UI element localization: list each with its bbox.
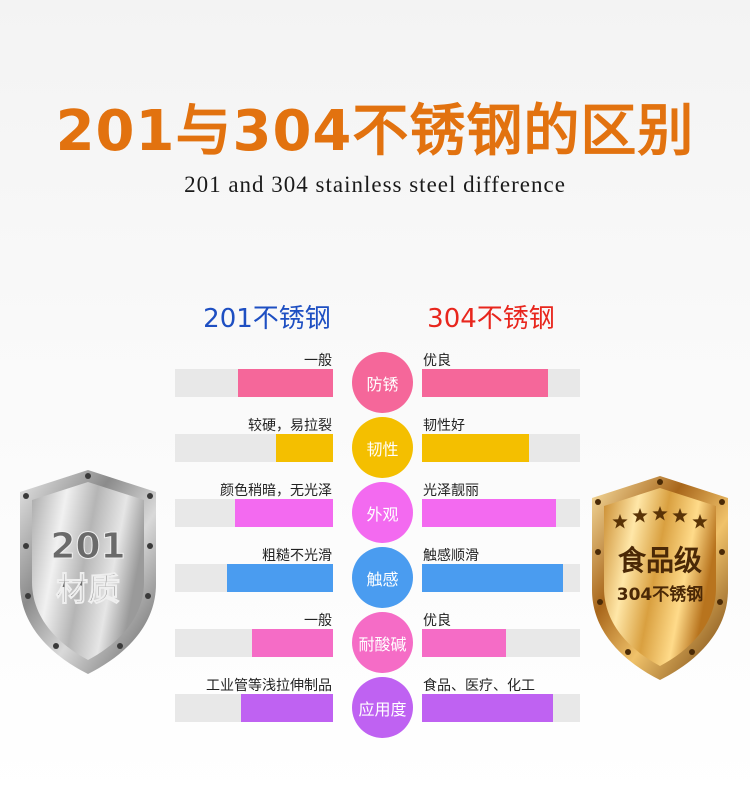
- left-column-heading: 201不锈钢: [203, 304, 331, 334]
- comparison-row: 一般 防锈 优良: [0, 352, 750, 413]
- right-bar-fill: [422, 369, 548, 397]
- comparison-row: 工业管等浅拉伸制品 应用度 食品、医疗、化工: [0, 677, 750, 738]
- right-bar-fill: [422, 499, 556, 527]
- left-bar-fill: [252, 629, 333, 657]
- right-bar-fill: [422, 434, 529, 462]
- category-badge: 应用度: [352, 677, 413, 738]
- left-bar-fill: [235, 499, 333, 527]
- category-badge: 外观: [352, 482, 413, 543]
- left-value-label: 一般: [304, 353, 332, 369]
- category-badge: 耐酸碱: [352, 612, 413, 673]
- comparison-row: 颜色稍暗，无光泽 外观 光泽靓丽: [0, 482, 750, 543]
- right-bar-track: [422, 499, 580, 527]
- left-bar-track: [175, 564, 333, 592]
- left-value-label: 颜色稍暗，无光泽: [220, 483, 332, 499]
- left-bar-track: [175, 434, 333, 462]
- right-value-label: 触感顺滑: [423, 548, 479, 564]
- right-value-label: 食品、医疗、化工: [423, 678, 535, 694]
- category-badge: 韧性: [352, 417, 413, 478]
- right-bar-fill: [422, 694, 553, 722]
- left-bar-track: [175, 369, 333, 397]
- star-icon: [632, 508, 648, 523]
- star-icon: [672, 508, 688, 523]
- star-icon: [652, 506, 668, 521]
- star-icon: [692, 514, 708, 529]
- rating-stars: [612, 506, 708, 529]
- right-value-label: 优良: [423, 613, 451, 629]
- left-bar-track: [175, 694, 333, 722]
- category-badge: 触感: [352, 547, 413, 608]
- gold-badge-line1: 食品级: [618, 544, 702, 577]
- silver-shield-icon: 201 材质: [20, 470, 156, 674]
- right-bar-track: [422, 369, 580, 397]
- silver-badge-line1: 201: [50, 526, 125, 567]
- page-title: 201与304不锈钢的区别: [55, 99, 695, 164]
- right-bar-track: [422, 629, 580, 657]
- right-bar-track: [422, 434, 580, 462]
- right-bar-track: [422, 564, 580, 592]
- left-bar-track: [175, 499, 333, 527]
- left-bar-fill: [238, 369, 333, 397]
- right-value-label: 优良: [423, 353, 451, 369]
- left-bar-track: [175, 629, 333, 657]
- category-badge: 防锈: [352, 352, 413, 413]
- comparison-row: 粗糙不光滑 触感 触感顺滑: [0, 547, 750, 608]
- right-bar-fill: [422, 629, 506, 657]
- left-bar-fill: [227, 564, 333, 592]
- left-value-label: 工业管等浅拉伸制品: [206, 678, 332, 694]
- comparison-row: 较硬，易拉裂 韧性 韧性好: [0, 417, 750, 478]
- silver-badge-line2: 材质: [56, 570, 120, 608]
- right-bar-fill: [422, 564, 563, 592]
- left-value-label: 一般: [304, 613, 332, 629]
- page-subtitle: 201 and 304 stainless steel difference: [184, 172, 566, 197]
- right-value-label: 韧性好: [423, 418, 465, 434]
- left-value-label: 较硬，易拉裂: [248, 418, 332, 434]
- left-value-label: 粗糙不光滑: [262, 548, 332, 564]
- left-bar-fill: [241, 694, 333, 722]
- right-value-label: 光泽靓丽: [423, 483, 479, 499]
- gold-shield-icon: 食品级 304不锈钢: [592, 476, 728, 680]
- right-bar-track: [422, 694, 580, 722]
- left-bar-fill: [276, 434, 333, 462]
- comparison-row: 一般 耐酸碱 优良: [0, 612, 750, 673]
- gold-badge-line2: 304不锈钢: [617, 584, 704, 605]
- star-icon: [612, 514, 628, 529]
- right-column-heading: 304不锈钢: [427, 304, 555, 334]
